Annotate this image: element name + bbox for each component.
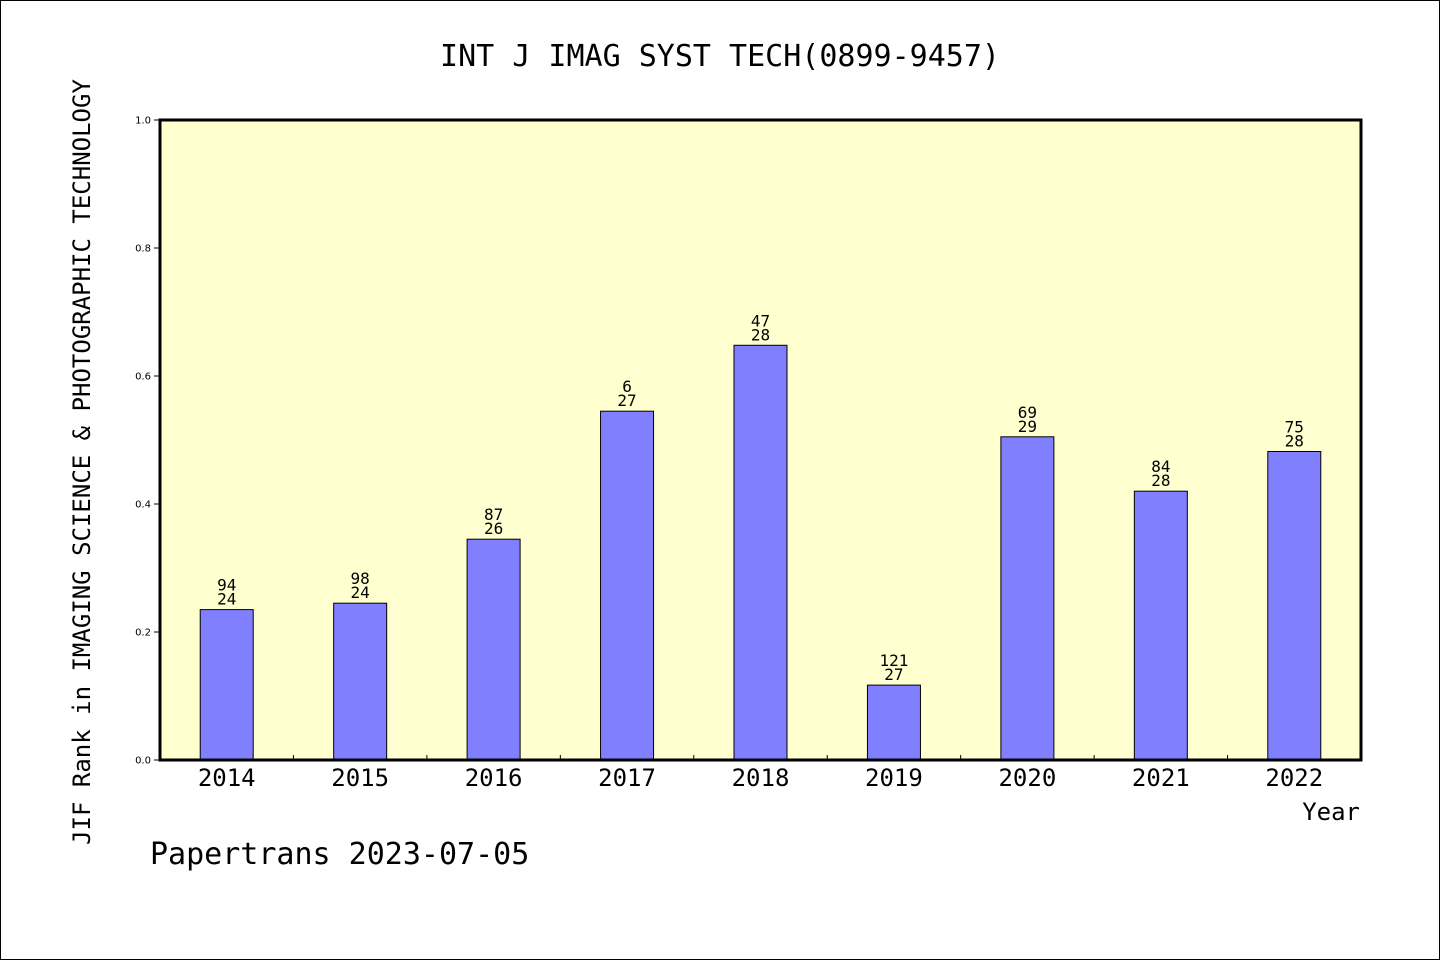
bar-label-total: 28 bbox=[751, 325, 770, 344]
plot-area: 0.00.20.40.60.81.09424201498242015872620… bbox=[135, 116, 1363, 792]
x-tick-label: 2019 bbox=[865, 764, 923, 792]
x-axis-label: Year bbox=[1302, 798, 1360, 826]
y-tick-label: 0.4 bbox=[135, 500, 151, 511]
x-tick-label: 2015 bbox=[331, 764, 389, 792]
y-axis-label: JIF Rank in IMAGING SCIENCE & PHOTOGRAPH… bbox=[68, 79, 96, 845]
bar-label-total: 28 bbox=[1285, 432, 1304, 451]
plot-border bbox=[158, 118, 1363, 762]
footer-credit: Papertrans 2023-07-05 bbox=[150, 837, 529, 872]
x-tick-label: 2017 bbox=[598, 764, 656, 792]
bar bbox=[1000, 436, 1055, 761]
bar-label-total: 27 bbox=[884, 665, 903, 684]
bar-label-rank: 75 bbox=[1285, 418, 1304, 437]
bar-label-rank: 121 bbox=[879, 651, 908, 670]
bar bbox=[466, 538, 521, 761]
y-tick-label: 1.0 bbox=[135, 116, 151, 127]
x-tick-label: 2014 bbox=[198, 764, 256, 792]
bar-label-total: 29 bbox=[1018, 417, 1037, 436]
bar-label-total: 24 bbox=[351, 583, 370, 602]
chart-title: INT J IMAG SYST TECH(0899-9457) bbox=[440, 39, 1000, 74]
bar bbox=[600, 410, 655, 761]
bar-label-rank: 69 bbox=[1018, 403, 1037, 422]
y-tick-label: 0.6 bbox=[135, 372, 151, 383]
bar bbox=[1133, 490, 1188, 761]
x-tick-label: 2022 bbox=[1265, 764, 1323, 792]
y-tick-label: 0.0 bbox=[135, 756, 151, 767]
y-tick-label: 0.2 bbox=[135, 628, 151, 639]
bar-label-rank: 6 bbox=[622, 377, 632, 396]
bar-label-rank: 84 bbox=[1151, 457, 1170, 476]
bar bbox=[333, 602, 388, 761]
bar bbox=[866, 684, 921, 761]
x-tick-label: 2018 bbox=[732, 764, 790, 792]
bar-label-total: 24 bbox=[217, 590, 236, 609]
bar bbox=[1267, 451, 1322, 761]
x-tick-label: 2020 bbox=[998, 764, 1056, 792]
bar-label-rank: 87 bbox=[484, 505, 503, 524]
y-tick-label: 0.8 bbox=[135, 244, 151, 255]
bar-label-total: 27 bbox=[617, 391, 636, 410]
bar bbox=[199, 609, 254, 761]
x-tick-label: 2021 bbox=[1132, 764, 1190, 792]
bar-label-rank: 47 bbox=[751, 311, 770, 330]
x-tick-label: 2016 bbox=[465, 764, 523, 792]
bar-label-total: 28 bbox=[1151, 471, 1170, 490]
bar bbox=[733, 344, 788, 761]
bar-label-rank: 98 bbox=[351, 569, 370, 588]
bar-label-rank: 94 bbox=[217, 576, 236, 595]
bar-label-total: 26 bbox=[484, 519, 503, 538]
